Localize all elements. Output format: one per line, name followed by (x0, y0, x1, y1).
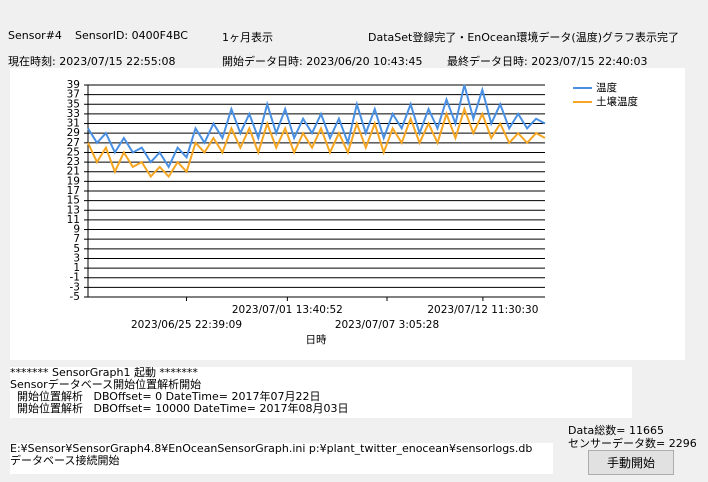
x-tick-label: 2023/07/07 3:05:28 (335, 319, 439, 331)
x-tick-label: 2023/07/12 11:30:30 (427, 304, 538, 316)
y-tick-label: 3 (73, 252, 80, 264)
y-tick-label: -5 (70, 291, 80, 303)
y-tick-label: 27 (67, 137, 80, 149)
sensor: Sensor#4 (8, 29, 62, 42)
y-tick-label: 19 (67, 175, 80, 187)
legend-label: 土壌温度 (596, 95, 638, 108)
start: 開始データ日時: 2023/06/20 10:43:45 (222, 55, 423, 68)
x-tick-label: 2023/07/01 13:40:52 (232, 304, 343, 316)
y-tick-label: 1 (73, 262, 80, 274)
series-line (87, 105, 546, 179)
y-tick-label: 31 (67, 118, 80, 130)
path-box: E:¥Sensor¥SensorGraph4.8¥EnOceanSensorGr… (10, 443, 553, 474)
y-tick-label: 7 (73, 233, 80, 245)
range: 1ヶ月表示 (222, 31, 273, 44)
y-tick-label: 37 (67, 89, 80, 101)
y-tick-label: 21 (67, 166, 80, 178)
data-total: Data総数= 11665 (568, 424, 664, 437)
y-tick-label: 13 (67, 204, 80, 216)
end: 最終データ日時: 2023/07/15 22:40:03 (447, 55, 648, 68)
log-line: 開始位置解析 DBOffset= 10000 DateTime= 2017年08… (10, 402, 349, 415)
y-tick-label: 25 (67, 146, 80, 158)
legend-label: 温度 (596, 81, 617, 94)
x-tick-label: 2023/06/25 22:39:09 (131, 319, 242, 331)
path-line: データベース接続開始 (10, 454, 120, 467)
y-tick-label: 29 (67, 127, 80, 139)
log-box: ******* SensorGraph1 起動 ******* Sensorデー… (10, 367, 632, 418)
log-line: ******* SensorGraph1 起動 ******* (10, 367, 198, 379)
log-line: Sensorデータベース開始位置解析開始 (10, 378, 202, 391)
y-tick-label: 5 (73, 243, 80, 255)
path-line: E:¥Sensor¥SensorGraph4.8¥EnOceanSensorGr… (10, 443, 533, 455)
log-line: 開始位置解析 DBOffset= 0 DateTime= 2017年07月22日 (10, 390, 321, 403)
sensor-id: SensorID: 0400F4BC (75, 29, 188, 42)
y-tick-label: 39 (67, 79, 80, 91)
y-tick-label: -1 (70, 272, 80, 284)
series-line (87, 84, 546, 170)
y-tick-label: 33 (67, 108, 80, 120)
y-tick-label: 23 (67, 156, 80, 168)
y-tick-label: 9 (73, 224, 80, 236)
y-tick-label: 35 (67, 98, 80, 110)
sensor-count: センサーデータ数= 2296 (568, 437, 697, 450)
now: 現在時刻: 2023/07/15 22:55:08 (8, 55, 176, 68)
manual-start-button[interactable]: 手動開始 (588, 450, 674, 475)
status: DataSet登録完了・EnOcean環境データ(温度)グラフ表示完了 (368, 31, 680, 44)
y-tick-label: 11 (67, 214, 80, 226)
y-tick-label: -3 (70, 281, 80, 293)
y-tick-label: 17 (67, 185, 80, 197)
y-tick-label: 15 (67, 195, 80, 207)
chart: 日時 -5-3-11357911131517192123252729313335… (10, 68, 685, 360)
x-axis-label: 日時 (306, 334, 327, 346)
